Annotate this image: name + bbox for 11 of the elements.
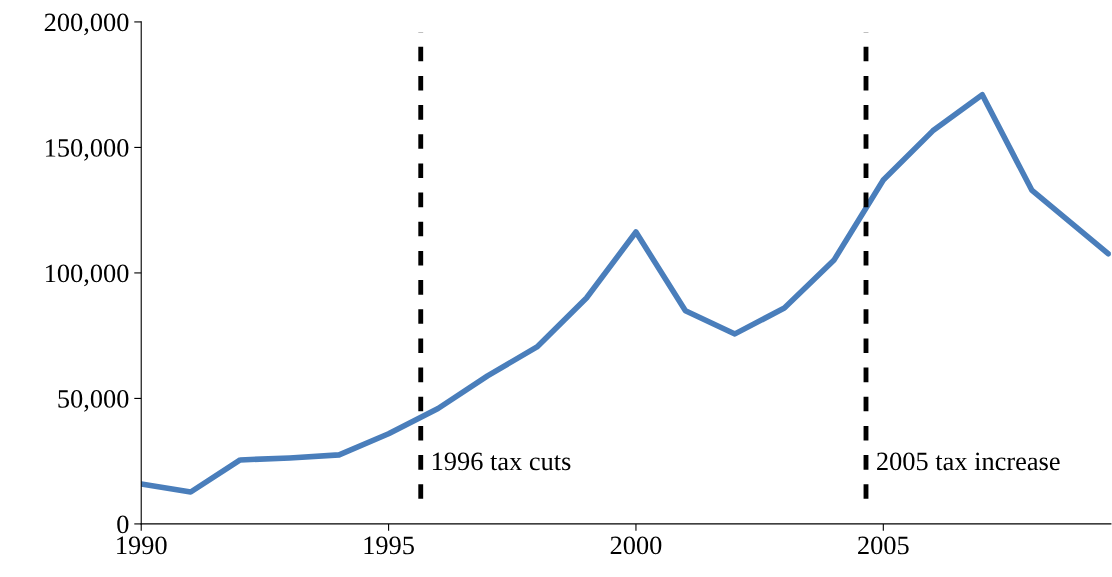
ref-line-label: 1996 tax cuts — [432, 452, 571, 471]
y-tick-label: 0 — [117, 515, 129, 534]
y-tick-label: 50,000 — [58, 390, 129, 412]
x-tick-label: 2000 — [610, 536, 662, 555]
x-tick-label: 1990 — [117, 536, 167, 555]
y-tick-label: 100,000 — [45, 264, 129, 287]
y-tick-label: 150,000 — [45, 139, 129, 161]
ref-line-label: 2005 tax increase — [877, 452, 1060, 471]
x-tick-label: 2005 — [858, 536, 909, 555]
x-tick-label: 1995 — [364, 536, 414, 555]
y-tick-label: 200,000 — [44, 13, 129, 36]
